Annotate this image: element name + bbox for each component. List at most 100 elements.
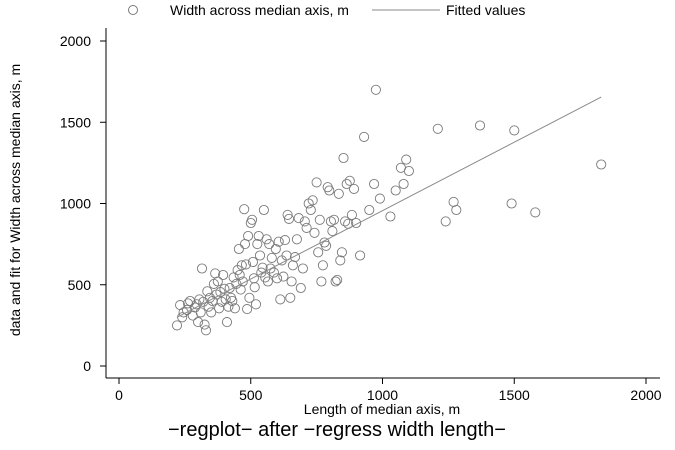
data-point: [206, 307, 217, 318]
data-point: [330, 276, 341, 287]
data-point: [202, 286, 213, 297]
data-point: [270, 243, 281, 255]
data-point: [440, 216, 451, 227]
data-point: [311, 177, 322, 188]
data-point: [295, 282, 306, 294]
data-point: [307, 195, 318, 206]
data-point: [341, 178, 352, 190]
data-point: [254, 250, 266, 261]
y-tick-label: 0: [83, 358, 91, 374]
data-point: [335, 255, 346, 266]
x-axis-ticks: 0 500 1000 1500 2000: [115, 378, 662, 403]
legend-label-scatter: Width across median axis, m: [170, 2, 349, 18]
data-point: [261, 234, 272, 245]
data-point: [369, 178, 380, 190]
legend-label-fit: Fitted values: [446, 2, 525, 18]
data-point: [359, 131, 370, 142]
data-point: [344, 175, 355, 186]
data-point: [403, 165, 414, 177]
data-point: [234, 269, 245, 281]
data-point: [278, 271, 289, 282]
data-point: [286, 276, 297, 287]
fitted-line-series: [176, 96, 602, 318]
data-point: [313, 247, 324, 258]
data-point: [218, 269, 229, 281]
data-point: [279, 235, 291, 246]
data-point: [348, 183, 360, 194]
data-point: [262, 276, 273, 287]
data-point: [242, 304, 253, 315]
data-point: [374, 193, 385, 204]
x-tick-label: 500: [239, 387, 263, 403]
data-point: [364, 204, 375, 216]
x-tick-label: 1000: [367, 387, 398, 403]
data-point: [305, 204, 316, 216]
x-axis-title: Length of median axis, m: [304, 401, 460, 417]
data-point: [283, 213, 295, 224]
data-point: [346, 209, 357, 220]
data-point: [178, 307, 189, 318]
data-point: [314, 214, 325, 225]
data-point: [398, 178, 409, 190]
data-point: [309, 227, 320, 238]
data-point: [233, 243, 244, 255]
data-point: [240, 259, 252, 270]
data-point: [252, 239, 263, 250]
data-point: [243, 230, 254, 242]
data-point: [390, 185, 401, 196]
data-point: [221, 317, 233, 328]
data-point: [509, 125, 520, 136]
data-point: [212, 276, 223, 287]
data-point: [530, 207, 541, 218]
data-point: [195, 307, 206, 318]
data-point: [273, 236, 284, 247]
data-point: [199, 319, 210, 330]
data-point: [289, 252, 301, 263]
data-point: [299, 216, 310, 227]
data-point: [301, 222, 312, 233]
data-point: [351, 217, 362, 229]
data-point: [220, 294, 231, 305]
data-point: [268, 267, 279, 278]
data-point: [321, 240, 332, 251]
data-point: [236, 260, 247, 271]
data-point: [451, 204, 462, 216]
data-point: [370, 84, 381, 95]
data-point: [247, 256, 258, 268]
data-point: [193, 317, 204, 328]
legend: Width across median axis, m Fitted value…: [128, 2, 525, 18]
data-point: [401, 154, 412, 165]
data-point: [266, 252, 277, 263]
data-point: [596, 159, 607, 170]
legend-marker-scatter-icon: [128, 5, 138, 15]
data-point: [282, 209, 293, 220]
data-point: [432, 123, 443, 134]
data-point: [506, 198, 517, 209]
data-point: [171, 320, 183, 331]
data-point: [250, 299, 262, 310]
data-point: [272, 273, 283, 284]
data-point: [474, 120, 486, 131]
data-point: [328, 214, 340, 225]
data-point: [247, 214, 258, 225]
y-axis-title: data and fit for Width across median axi…: [7, 64, 23, 336]
data-point: [237, 276, 248, 287]
data-point: [327, 226, 338, 237]
data-point: [196, 263, 208, 274]
scatter-series: [171, 84, 607, 336]
data-point: [229, 303, 240, 314]
data-point: [244, 292, 255, 303]
chart-note: −regplot− after −regress width length−: [168, 419, 506, 441]
data-point: [385, 211, 396, 222]
data-point: [293, 213, 304, 224]
data-point: [291, 234, 302, 245]
y-axis-ticks: 0 500 1000 1500 2000: [60, 33, 106, 374]
data-point: [285, 292, 296, 303]
data-point: [297, 263, 308, 274]
data-point: [317, 260, 328, 271]
data-point: [219, 283, 230, 294]
y-tick-label: 2000: [60, 33, 91, 49]
x-tick-label: 0: [115, 387, 123, 403]
x-tick-label: 2000: [630, 387, 661, 403]
